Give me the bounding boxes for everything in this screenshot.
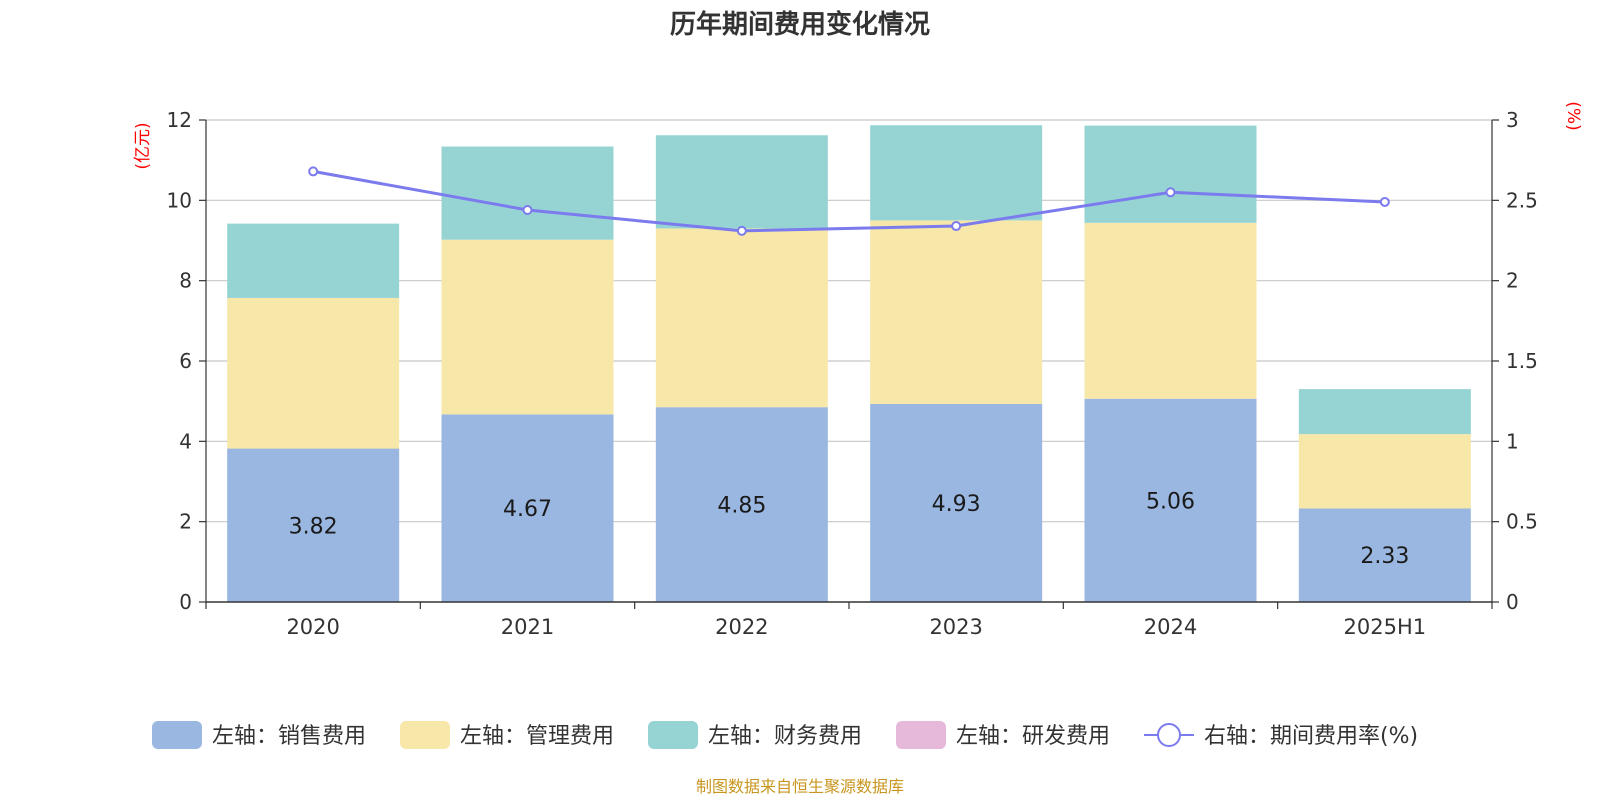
right-axis-unit: (%) — [1563, 101, 1583, 130]
legend: 左轴：销售费用 左轴：管理费用 左轴：财务费用 左轴：研发费用 右轴：期间费用率(%) — [152, 721, 1418, 749]
x-tick-label: 2023 — [929, 615, 982, 639]
legend-item[interactable]: 左轴：财务费用 — [648, 721, 862, 749]
bar-segment — [1298, 508, 1471, 602]
rate-point — [1379, 196, 1390, 207]
x-tick-label: 2022 — [715, 615, 768, 639]
rate-point — [522, 204, 533, 215]
bar-value-label: 3.82 — [289, 514, 338, 539]
bar-segment — [1084, 222, 1257, 399]
x-tick-label: 2021 — [501, 615, 554, 639]
bar-value-label: 2.33 — [1360, 544, 1409, 569]
legend-swatch — [648, 721, 698, 749]
left-tick-label: 2 — [179, 510, 192, 534]
right-tick-label: 1.5 — [1506, 349, 1538, 373]
left-tick-label: 8 — [179, 269, 192, 293]
bar-segment — [227, 297, 400, 449]
rate-line-series — [308, 166, 1390, 236]
bar-value-label: 5.06 — [1146, 489, 1195, 514]
bar-data-labels: 3.82 4.67 4.85 4.93 5.06 2.33 — [289, 489, 1410, 569]
axes: 0 2 4 6 8 10 12 0 0.5 1 1.5 2 2.5 3 2020 2021 2022 2023 20… — [167, 108, 1538, 639]
chart-title: 历年期间费用变化情况 — [670, 9, 930, 40]
rate-point — [951, 221, 962, 232]
gridlines — [206, 119, 1492, 523]
bar-segment — [441, 239, 614, 415]
bar-value-label: 4.93 — [932, 492, 981, 517]
legend-swatch — [152, 721, 202, 749]
legend-marker — [1157, 723, 1181, 747]
legend-swatch — [400, 721, 450, 749]
bar-segment — [227, 223, 400, 298]
right-tick-label: 0.5 — [1506, 510, 1538, 534]
bar-segment — [441, 414, 614, 602]
bar-value-label: 4.67 — [503, 497, 552, 522]
bar-series — [227, 125, 1471, 602]
x-tick-label: 2020 — [286, 615, 339, 639]
x-tick-label: 2025H1 — [1344, 615, 1427, 639]
legend-item[interactable]: 右轴：期间费用率(%) — [1144, 723, 1418, 749]
legend-item[interactable]: 左轴：销售费用 — [152, 721, 366, 749]
left-tick-label: 4 — [179, 429, 192, 453]
left-axis-unit: (亿元) — [133, 122, 153, 169]
bar-segment — [1084, 125, 1257, 223]
left-tick-label: 10 — [167, 188, 192, 212]
bar-segment — [870, 403, 1043, 602]
bar-segment — [1084, 398, 1257, 602]
legend-swatch — [896, 721, 946, 749]
right-tick-label: 1 — [1506, 429, 1519, 453]
right-tick-label: 2.5 — [1506, 188, 1538, 212]
legend-item[interactable]: 左轴：管理费用 — [400, 721, 614, 749]
bar-segment — [655, 228, 828, 408]
x-tick-label: 2024 — [1144, 615, 1197, 639]
right-tick-label: 3 — [1506, 108, 1519, 132]
rate-point — [736, 225, 747, 236]
legend-item[interactable]: 左轴：研发费用 — [896, 721, 1110, 749]
legend-label: 右轴：期间费用率(%) — [1204, 724, 1418, 749]
left-tick-label: 12 — [167, 108, 192, 132]
rate-line — [312, 169, 1385, 233]
legend-label: 左轴：财务费用 — [708, 724, 862, 749]
bar-value-label: 4.85 — [717, 494, 766, 519]
bar-segment — [227, 448, 400, 602]
legend-label: 左轴：销售费用 — [212, 724, 366, 749]
rate-point — [1165, 187, 1176, 198]
legend-label: 左轴：研发费用 — [956, 724, 1110, 749]
legend-label: 左轴：管理费用 — [460, 724, 614, 749]
left-tick-label: 6 — [179, 349, 192, 373]
left-tick-label: 0 — [179, 590, 192, 614]
right-tick-label: 2 — [1506, 269, 1519, 293]
bar-segment — [870, 220, 1043, 404]
bar-segment — [655, 407, 828, 602]
bar-segment — [441, 146, 614, 240]
bar-segment — [1298, 389, 1471, 435]
bar-segment — [870, 125, 1043, 221]
bar-segment — [655, 135, 828, 229]
right-tick-label: 0 — [1506, 590, 1519, 614]
bar-segment — [1298, 434, 1471, 509]
data-source-note: 制图数据来自恒生聚源数据库 — [696, 777, 904, 796]
rate-point — [308, 166, 319, 177]
